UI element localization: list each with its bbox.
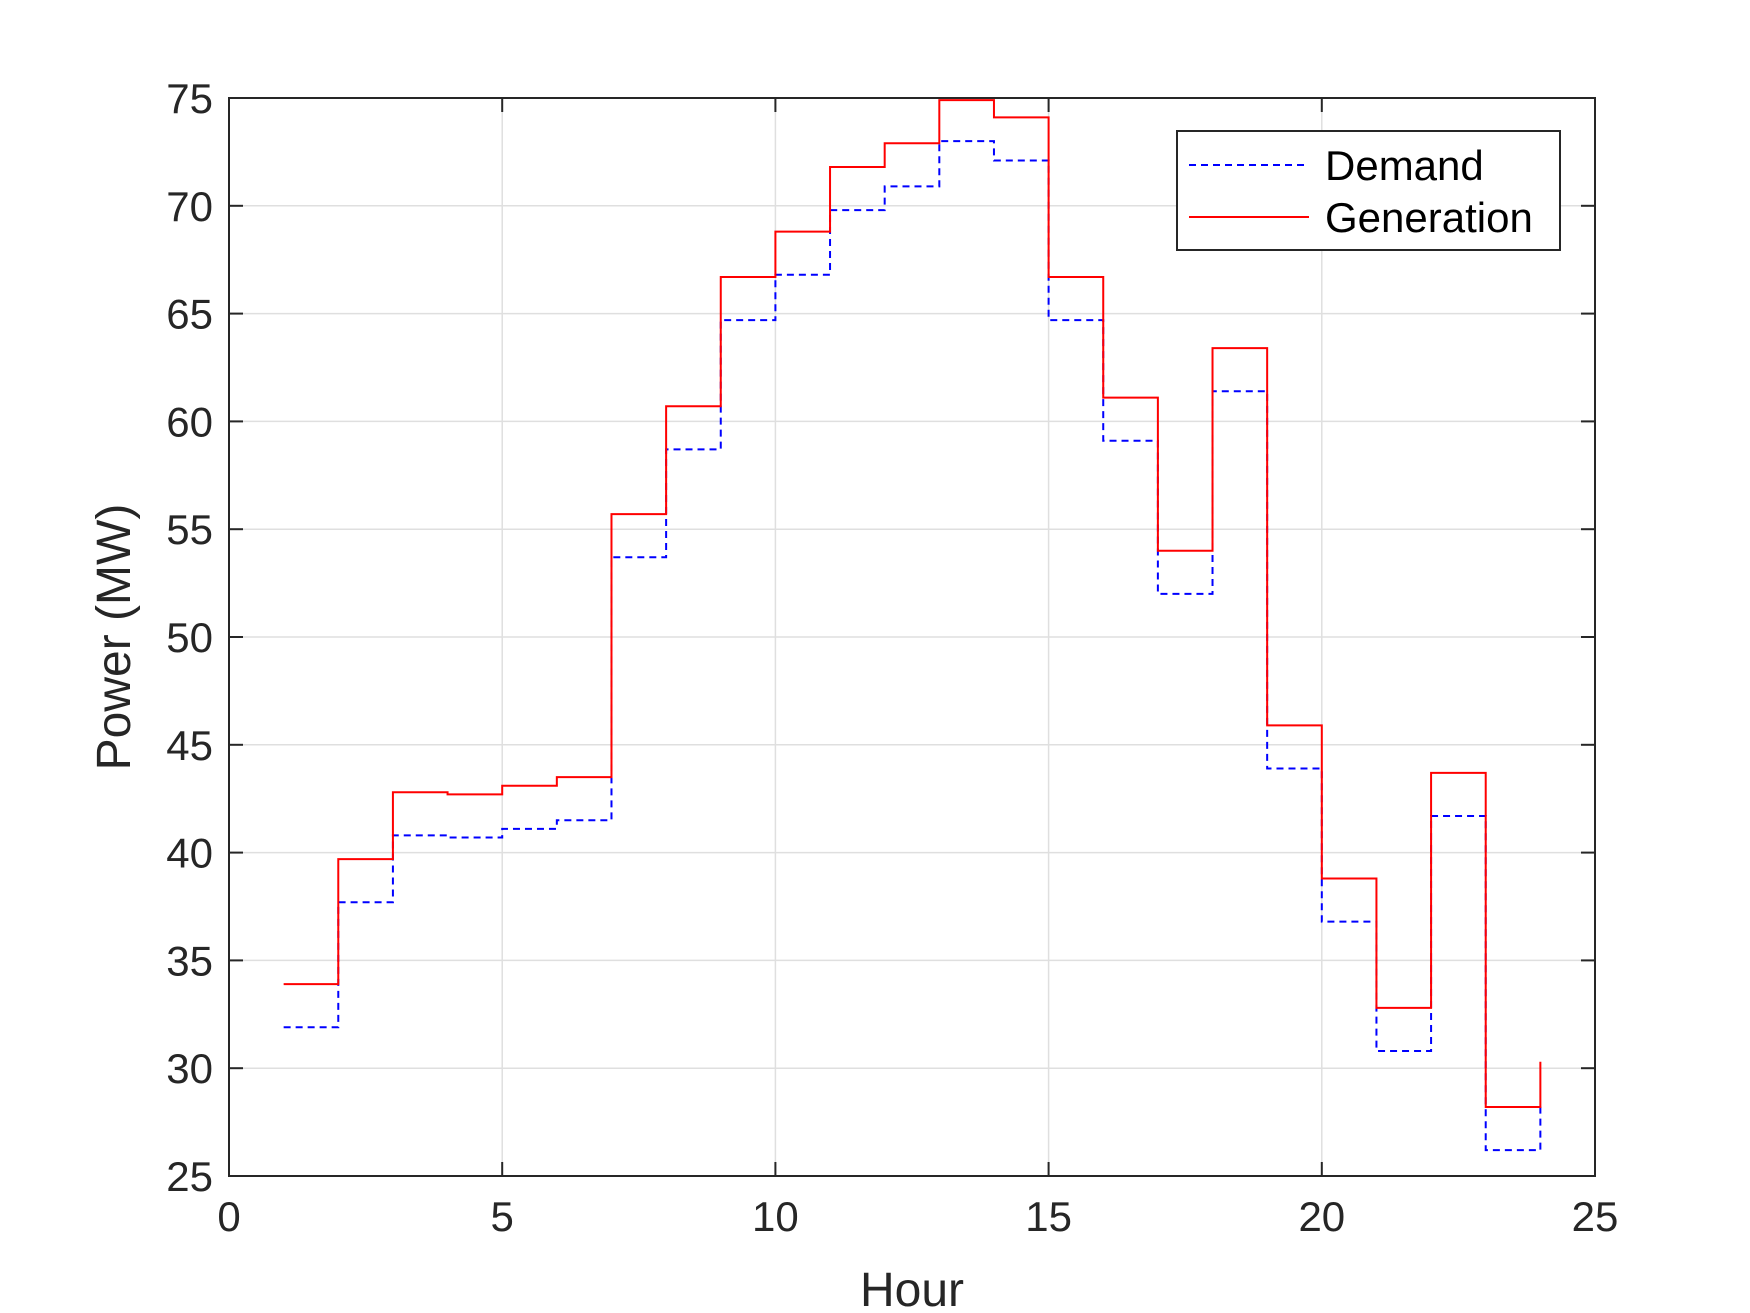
y-tick-label: 45 — [166, 722, 213, 769]
y-tick-label: 30 — [166, 1045, 213, 1092]
ticks — [228, 97, 1596, 1177]
y-tick-label: 60 — [166, 398, 213, 445]
series-layer — [283, 99, 1542, 1152]
y-tick-label: 50 — [166, 614, 213, 661]
y-tick-label: 55 — [166, 506, 213, 553]
x-tick-label: 0 — [217, 1193, 240, 1240]
y-tick-label: 75 — [166, 75, 213, 122]
x-axis-title: Hour — [860, 1264, 964, 1313]
x-tick-label: 5 — [491, 1193, 514, 1240]
y-tick-label: 65 — [166, 291, 213, 338]
y-tick-label: 25 — [166, 1153, 213, 1200]
legend-label-generation: Generation — [1325, 194, 1533, 241]
x-tick-label: 20 — [1298, 1193, 1345, 1240]
x-tick-label: 25 — [1572, 1193, 1619, 1240]
legend-label-demand: Demand — [1325, 142, 1484, 189]
legend-box — [1176, 130, 1561, 251]
tick-labels: 0 5 10 15 20 25 25 30 35 40 45 50 55 60 65 70 75 — [166, 75, 1618, 1240]
y-axis-title: Power (MW) — [88, 504, 141, 771]
legend: Demand Generation — [1176, 130, 1561, 251]
y-tick-label: 70 — [166, 183, 213, 230]
y-tick-label: 40 — [166, 830, 213, 877]
x-tick-label: 15 — [1025, 1193, 1072, 1240]
series-line-demand — [283, 140, 1542, 1152]
series-line-generation — [283, 99, 1542, 1109]
y-tick-label: 35 — [166, 937, 213, 984]
x-tick-label: 10 — [752, 1193, 799, 1240]
